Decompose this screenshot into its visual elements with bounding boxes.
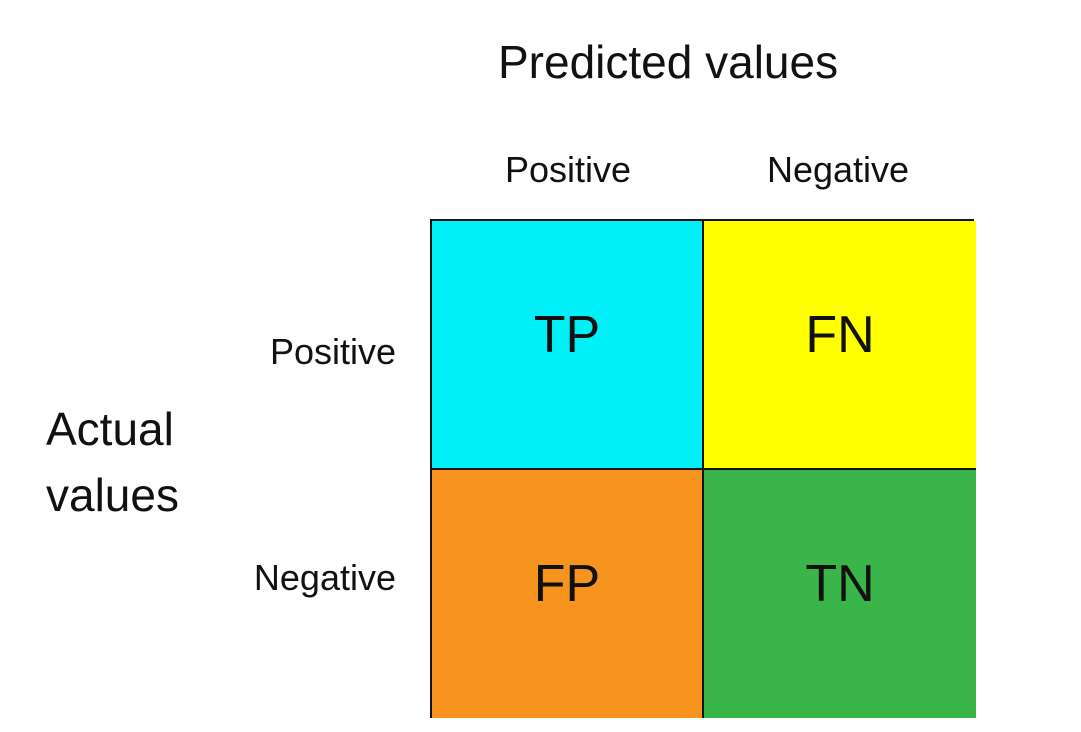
cell-true-positive: TP <box>432 221 704 470</box>
cell-true-negative: TN <box>704 470 976 718</box>
predicted-values-title: Predicted values <box>498 36 839 88</box>
cell-false-positive: FP <box>432 470 704 718</box>
cell-false-negative: FN <box>704 221 976 470</box>
cell-false-positive-label: FP <box>533 555 601 613</box>
row-label-positive: Positive <box>269 331 396 372</box>
cell-true-positive-label: TP <box>533 305 601 364</box>
cell-true-negative-label: TN <box>805 555 875 613</box>
confusion-matrix: TP FN FP TN <box>430 219 976 718</box>
column-label-negative: Negative <box>766 149 910 190</box>
cell-false-negative-label: FN <box>805 305 875 364</box>
row-label-negative: Negative <box>253 557 396 598</box>
column-label-positive: Positive <box>504 149 632 190</box>
actual-values-title: Actual values <box>46 403 179 521</box>
